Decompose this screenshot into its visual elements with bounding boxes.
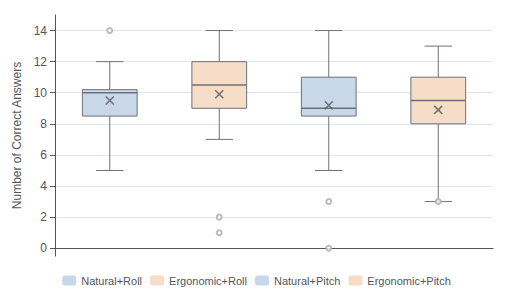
svg-text:4: 4 (40, 179, 47, 193)
svg-text:Natural+Pitch: Natural+Pitch (274, 275, 340, 287)
svg-text:12: 12 (34, 55, 48, 69)
svg-text:0: 0 (40, 241, 47, 255)
svg-text:6: 6 (40, 148, 47, 162)
svg-text:Ergonomic+Roll: Ergonomic+Roll (169, 275, 247, 287)
svg-text:10: 10 (34, 86, 48, 100)
svg-text:Ergonomic+Pitch: Ergonomic+Pitch (367, 275, 450, 287)
svg-text:14: 14 (34, 24, 48, 38)
svg-text:Number of Correct Answers: Number of Correct Answers (10, 62, 24, 209)
svg-text:8: 8 (40, 117, 47, 131)
svg-text:2: 2 (40, 210, 47, 224)
svg-text:Natural+Roll: Natural+Roll (81, 275, 142, 287)
